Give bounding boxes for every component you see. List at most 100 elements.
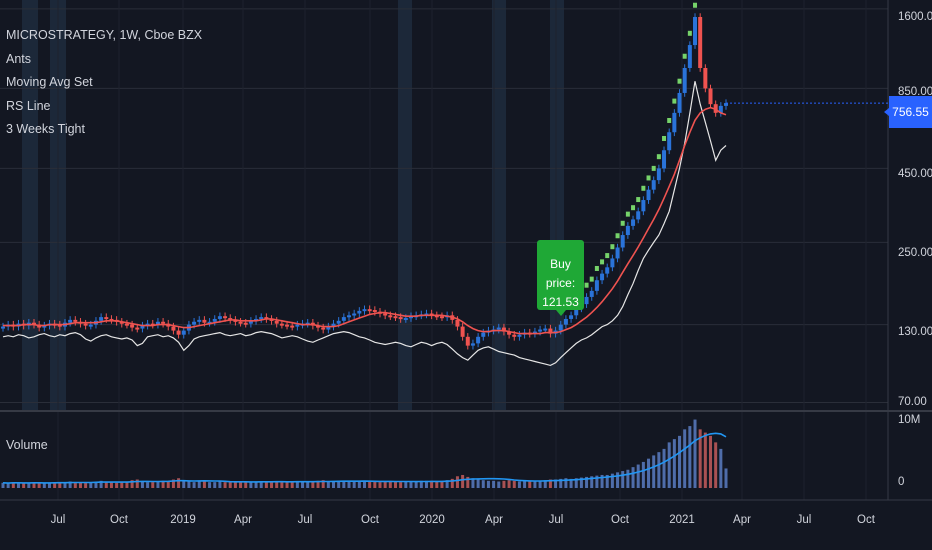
candle-body	[192, 321, 197, 325]
ant-marker	[682, 53, 687, 59]
volume-bar	[388, 481, 392, 488]
candle-body	[470, 343, 475, 346]
candle-body	[181, 330, 186, 335]
volume-bar	[213, 482, 217, 488]
candle-body	[698, 16, 703, 68]
candle-body	[724, 103, 728, 106]
volume-bar	[569, 478, 573, 488]
price-axis-label: 70.00	[898, 396, 927, 408]
candle-body	[589, 290, 594, 297]
tight-band	[492, 0, 506, 411]
volume-bar	[140, 481, 144, 488]
volume-bar	[554, 479, 558, 488]
candle-body	[476, 336, 481, 344]
ant-marker	[646, 175, 651, 181]
price-axis-label: 130.00	[898, 326, 932, 338]
volume-bar	[512, 480, 516, 488]
volume-bar	[538, 480, 542, 488]
volume-bar	[290, 481, 294, 488]
price-pane	[0, 0, 888, 411]
buy-price-value: 121.53	[542, 295, 579, 309]
volume-bar	[285, 482, 289, 488]
symbol-title[interactable]: MICROSTRATEGY, 1W, Cboe BZX	[6, 28, 203, 42]
tight-band	[550, 0, 564, 411]
candle-body	[212, 318, 217, 322]
volume-bar	[192, 482, 196, 488]
volume-bar	[326, 481, 330, 488]
volume-bar	[440, 481, 444, 488]
volume-bar	[264, 482, 268, 488]
ant-marker	[584, 282, 589, 288]
ant-marker	[610, 244, 615, 250]
volume-bar	[368, 481, 372, 488]
indicator-moving-avg-set[interactable]: Moving Avg Set	[6, 75, 93, 90]
volume-bar	[146, 482, 150, 488]
ant-marker	[651, 165, 656, 171]
ant-marker	[625, 211, 630, 217]
volume-bar	[104, 481, 108, 488]
candle-body	[682, 67, 687, 93]
volume-bar	[647, 458, 651, 488]
volume-bar	[78, 482, 82, 488]
last-price-tag: 756.55	[884, 96, 932, 128]
candle-body	[99, 317, 104, 321]
candle-body	[708, 88, 713, 105]
candle-body	[512, 334, 517, 337]
candle-body	[718, 105, 723, 113]
ant-marker	[667, 117, 672, 123]
candle-body	[88, 324, 93, 327]
candle-body	[233, 319, 238, 322]
volume-bar	[337, 480, 341, 488]
volume-bar	[47, 482, 51, 488]
volume-axis-label: 10M	[898, 414, 921, 426]
volume-bar	[383, 481, 387, 488]
volume-bar	[600, 474, 604, 488]
volume-bar	[6, 483, 10, 488]
volume-pane-label[interactable]: Volume	[6, 438, 48, 452]
indicator-3-weeks-tight[interactable]: 3 Weeks Tight	[6, 122, 85, 137]
volume-axis-label: 0	[898, 476, 905, 488]
candle-body	[620, 235, 625, 248]
volume-bar	[171, 479, 175, 488]
time-axis-label: Apr	[234, 514, 252, 526]
indicator-rs-line[interactable]: RS Line	[6, 98, 51, 113]
ant-marker	[631, 205, 636, 211]
volume-bar	[177, 478, 181, 488]
candle-body	[532, 331, 537, 334]
volume-bar	[239, 481, 243, 488]
candle-body	[104, 317, 109, 320]
volume-bar	[16, 482, 20, 488]
candle-body	[42, 325, 47, 328]
candle-body	[538, 329, 543, 332]
volume-bar	[424, 480, 428, 488]
volume-bar	[347, 481, 351, 488]
candle-body	[68, 319, 73, 323]
candle-body	[73, 319, 78, 322]
candle-body	[703, 67, 708, 89]
volume-bar	[352, 481, 356, 488]
candle-body	[610, 258, 615, 268]
volume-bar	[517, 481, 521, 488]
ant-marker	[662, 135, 667, 141]
candle-body	[357, 310, 362, 314]
volume-bar	[228, 482, 232, 488]
volume-bar	[610, 473, 614, 488]
volume-bar	[492, 480, 496, 488]
candle-body	[305, 322, 310, 325]
candle-body	[243, 322, 248, 325]
volume-bar	[466, 476, 470, 488]
volume-bar	[450, 478, 454, 488]
volume-bar	[99, 480, 103, 488]
volume-bar	[223, 482, 227, 488]
candle-body	[223, 316, 228, 319]
candle-body	[641, 200, 646, 212]
candle-body	[259, 317, 264, 320]
candle-body	[651, 180, 656, 190]
volume-bar	[430, 480, 434, 488]
candle-body	[434, 315, 439, 318]
time-axis-label: Oct	[611, 514, 629, 526]
candle-body	[336, 320, 341, 324]
indicator-ants[interactable]: Ants	[6, 51, 32, 66]
candle-body	[388, 315, 393, 318]
